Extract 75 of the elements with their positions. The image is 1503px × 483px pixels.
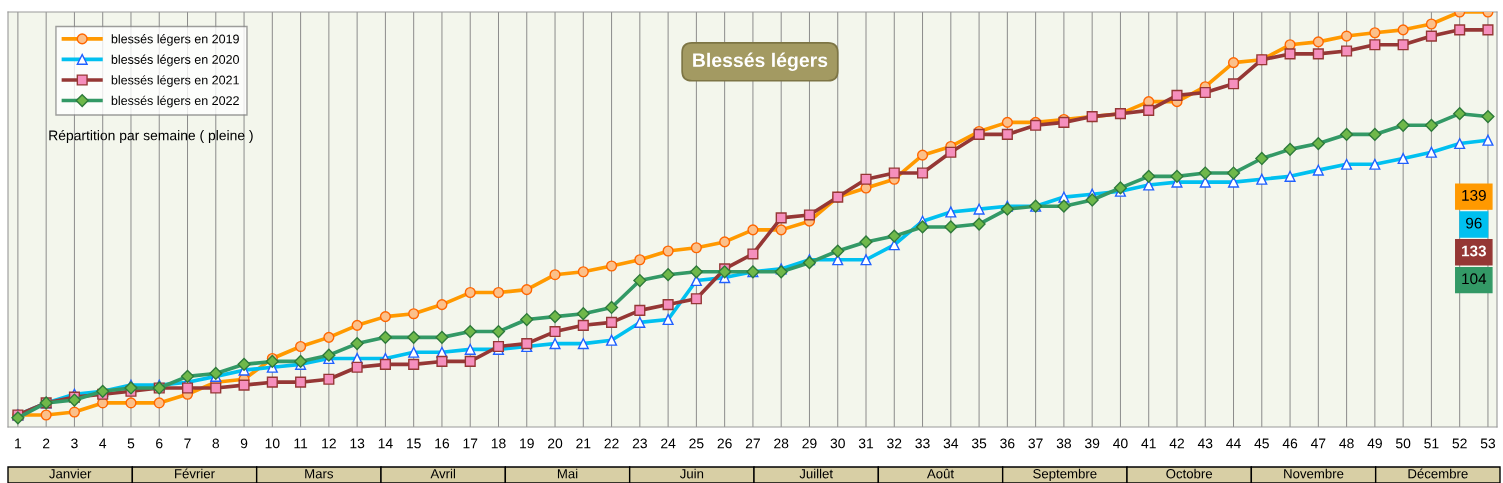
x-tick-label: 35	[971, 438, 987, 449]
x-tick-label: 42	[1169, 438, 1185, 449]
x-tick-label: 14	[378, 438, 393, 449]
x-tick-label: 18	[491, 438, 506, 449]
x-tick-label: 9	[240, 438, 248, 449]
x-tick-label: 6	[156, 438, 163, 449]
x-tick-label: 30	[830, 438, 845, 449]
x-tick-label: 31	[858, 438, 874, 449]
x-tick-label: 13	[350, 438, 365, 449]
x-tick-label: 2	[43, 438, 50, 449]
annotation: 104	[1462, 273, 1487, 285]
x-tick-label: 19	[520, 438, 534, 449]
text: Novembre	[1284, 468, 1344, 479]
x-tick-label: 48	[1339, 438, 1354, 449]
text: Répartition par semaine ( pleine )	[49, 129, 253, 144]
x-tick-label: 36	[1000, 438, 1015, 449]
x-tick-label: 12	[322, 438, 336, 449]
x-tick-label: 39	[1084, 438, 1100, 449]
x-tick-label: 7	[184, 438, 191, 449]
text: Juin	[679, 468, 704, 479]
x-tick-label: 28	[774, 438, 789, 449]
x-tick-label: 50	[1395, 438, 1411, 449]
annotation: 139	[1462, 189, 1486, 201]
text: Octobre	[1166, 468, 1213, 479]
x-tick-label: 3	[71, 438, 78, 449]
x-tick-label: 37	[1028, 438, 1043, 449]
x-tick-label: 17	[463, 438, 478, 449]
text: Décembre	[1408, 468, 1468, 479]
x-tick-label: 40	[1113, 438, 1128, 449]
x-tick-label: 23	[632, 438, 647, 449]
x-tick-label: 26	[717, 438, 732, 449]
text: Mars	[305, 469, 334, 479]
x-tick-label: 46	[1282, 438, 1298, 449]
x-tick-label: 45	[1254, 438, 1269, 449]
x-tick-label: 27	[745, 438, 760, 449]
x-tick-label: 5	[127, 438, 135, 449]
legend-label: blessés légers en 2021	[111, 75, 239, 87]
x-tick-label: 11	[294, 438, 308, 449]
legend-label: blessés légers en 2022	[111, 95, 239, 108]
x-tick-label: 22	[604, 438, 619, 449]
x-tick-label: 47	[1310, 438, 1326, 449]
x-tick-label: 41	[1141, 438, 1156, 449]
x-tick-label: 10	[265, 438, 280, 449]
x-tick-label: 15	[407, 438, 421, 449]
x-tick-label: 24	[661, 438, 676, 449]
x-tick-label: 32	[887, 438, 902, 449]
x-tick-label: 4	[99, 438, 107, 449]
text: Février	[175, 468, 215, 479]
x-tick-label: 29	[802, 438, 817, 449]
x-tick-label: 52	[1452, 438, 1467, 449]
text: Janvier	[49, 468, 92, 479]
x-tick-label: 25	[689, 438, 704, 449]
text: Août	[926, 468, 954, 479]
x-tick-label: 16	[435, 438, 450, 449]
text: Mai	[557, 468, 578, 479]
text: Septembre	[1033, 468, 1097, 481]
x-tick-label: 34	[943, 438, 959, 449]
x-tick-label: 20	[548, 438, 563, 449]
x-tick-label: 53	[1480, 438, 1496, 449]
text: Avril	[430, 468, 455, 479]
x-tick-label: 21	[576, 438, 591, 449]
x-tick-label: 38	[1056, 438, 1072, 449]
annotation: 96	[1466, 217, 1482, 229]
annotation: 133	[1462, 245, 1487, 257]
legend-label: blessés légers en 2020	[111, 54, 240, 67]
x-tick-label: 49	[1367, 438, 1382, 449]
x-tick-label: 43	[1197, 438, 1213, 449]
x-tick-label: 33	[915, 438, 930, 449]
x-tick-label: 44	[1226, 438, 1241, 449]
text: Blessés légers	[693, 52, 828, 71]
x-tick-label: 1	[15, 438, 22, 449]
text: Juillet	[799, 468, 833, 479]
x-tick-label: 51	[1424, 438, 1439, 449]
x-tick-label: 8	[212, 438, 220, 449]
legend-label: blessés légers en 2019	[111, 34, 239, 46]
